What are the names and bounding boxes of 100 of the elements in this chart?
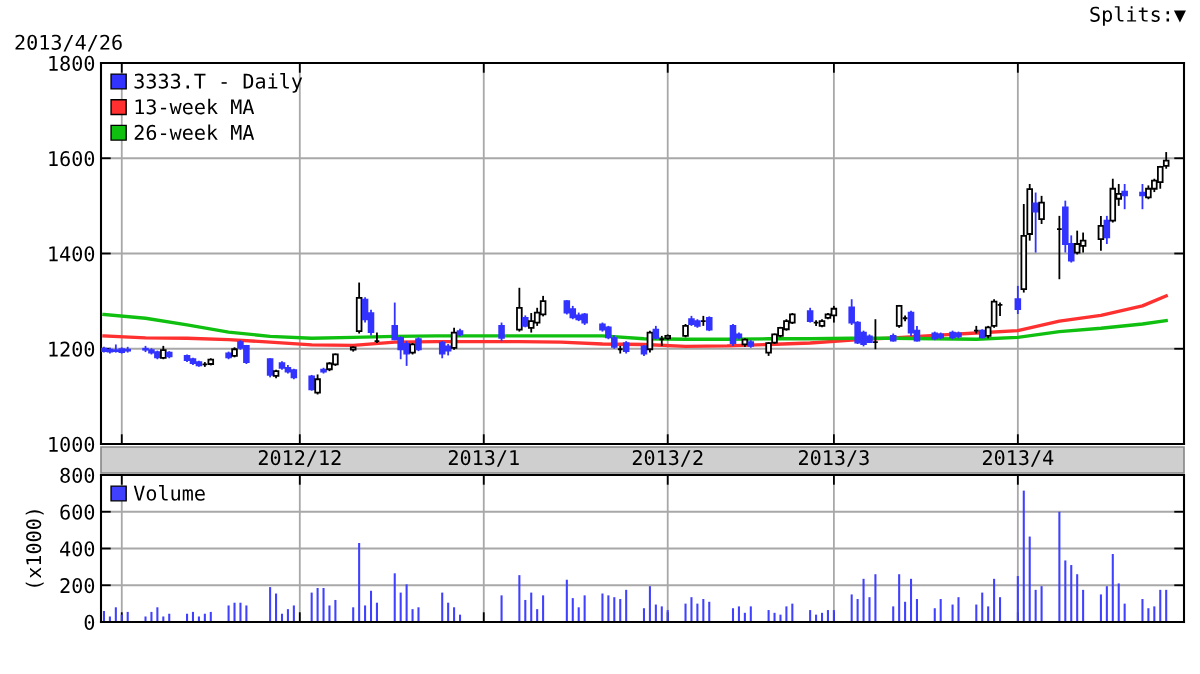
bar	[874, 574, 877, 622]
bar	[1117, 583, 1120, 622]
bar	[108, 616, 111, 622]
bar	[619, 599, 622, 622]
bar	[227, 605, 230, 622]
bar	[915, 599, 918, 622]
candlestick	[1014, 284, 1022, 315]
y-tick-label: 600	[60, 504, 95, 520]
bar	[1141, 599, 1144, 622]
bar	[987, 606, 990, 622]
bar	[1082, 589, 1085, 622]
bar	[737, 606, 740, 622]
y-tick-label: 1000	[49, 436, 95, 452]
bar	[862, 578, 865, 622]
bar	[577, 607, 580, 622]
y-tick-label: 1200	[49, 341, 95, 357]
bar	[1159, 589, 1162, 622]
bar	[316, 588, 319, 622]
bar	[358, 542, 361, 622]
bar	[892, 606, 895, 622]
bar	[773, 612, 776, 622]
x-tick-label: 2013/3	[799, 450, 869, 467]
legend-label: Volume	[133, 485, 205, 501]
bar	[322, 588, 325, 622]
bar	[518, 575, 521, 622]
bar	[393, 573, 396, 622]
bar	[613, 597, 616, 622]
bar	[1076, 574, 1079, 622]
y-tick-label: 200	[60, 578, 95, 594]
bar	[364, 605, 367, 622]
candlestick	[646, 329, 654, 354]
y-tick-label: 1400	[49, 246, 95, 262]
bar	[269, 587, 272, 622]
bar	[369, 590, 373, 622]
bar	[933, 608, 936, 622]
legend-label: 3333.T - Daily	[134, 73, 303, 93]
candlestick	[1103, 214, 1111, 245]
y-axis-title: (x1000)	[25, 510, 44, 587]
bar	[441, 592, 444, 622]
bar	[898, 574, 901, 622]
candlestick	[1038, 194, 1045, 225]
y-tick-label: 0	[84, 614, 95, 630]
bar	[939, 599, 942, 622]
bar	[660, 606, 663, 622]
bar	[500, 595, 503, 622]
bar	[292, 605, 295, 622]
bar	[648, 586, 651, 622]
bar	[1105, 586, 1108, 622]
bar	[850, 594, 853, 622]
y-tick-label: 1800	[49, 55, 95, 71]
y-tick-label: 1600	[49, 151, 95, 167]
bar	[239, 602, 242, 622]
bar	[197, 616, 200, 622]
bar	[1058, 511, 1061, 622]
candlestick	[266, 357, 274, 379]
bar	[601, 593, 604, 622]
bar	[731, 608, 735, 622]
bar	[904, 601, 907, 622]
bar	[542, 595, 545, 622]
x-tick-label: 2013/2	[632, 450, 703, 467]
bar	[245, 605, 248, 622]
x-tick-label: 2012/12	[258, 450, 341, 467]
bar	[1016, 576, 1019, 622]
bar	[571, 598, 574, 622]
bar	[583, 595, 586, 622]
candlestick	[314, 373, 321, 396]
bar	[453, 607, 456, 622]
legend-label: 13-week MA	[135, 98, 255, 115]
candlestick	[450, 326, 458, 351]
bar	[785, 606, 788, 622]
bar	[702, 599, 705, 622]
bar	[1165, 589, 1168, 622]
x-tick-label: 2013/4	[982, 450, 1054, 467]
bar	[162, 616, 165, 622]
bar	[156, 607, 159, 622]
bar	[1070, 565, 1073, 622]
candlestick	[498, 321, 505, 343]
bar	[334, 599, 337, 622]
bar	[447, 602, 450, 622]
bar	[1040, 586, 1043, 622]
bar	[625, 589, 628, 622]
bar	[310, 592, 313, 622]
bar	[957, 597, 960, 622]
candlestick	[1121, 183, 1128, 211]
candlestick	[516, 286, 523, 333]
bar	[328, 605, 331, 622]
bar	[352, 607, 355, 622]
bar	[708, 601, 711, 622]
bar	[565, 579, 568, 622]
bar	[1111, 554, 1114, 622]
bar	[1034, 589, 1037, 622]
bar	[1022, 490, 1025, 622]
bar	[749, 606, 752, 622]
bar	[1064, 560, 1067, 622]
y-tick-label: 400	[60, 541, 95, 557]
bar	[779, 614, 782, 622]
bar	[607, 595, 610, 622]
bar	[417, 607, 420, 622]
bar	[114, 607, 117, 622]
y-tick-label: 800	[60, 467, 95, 483]
